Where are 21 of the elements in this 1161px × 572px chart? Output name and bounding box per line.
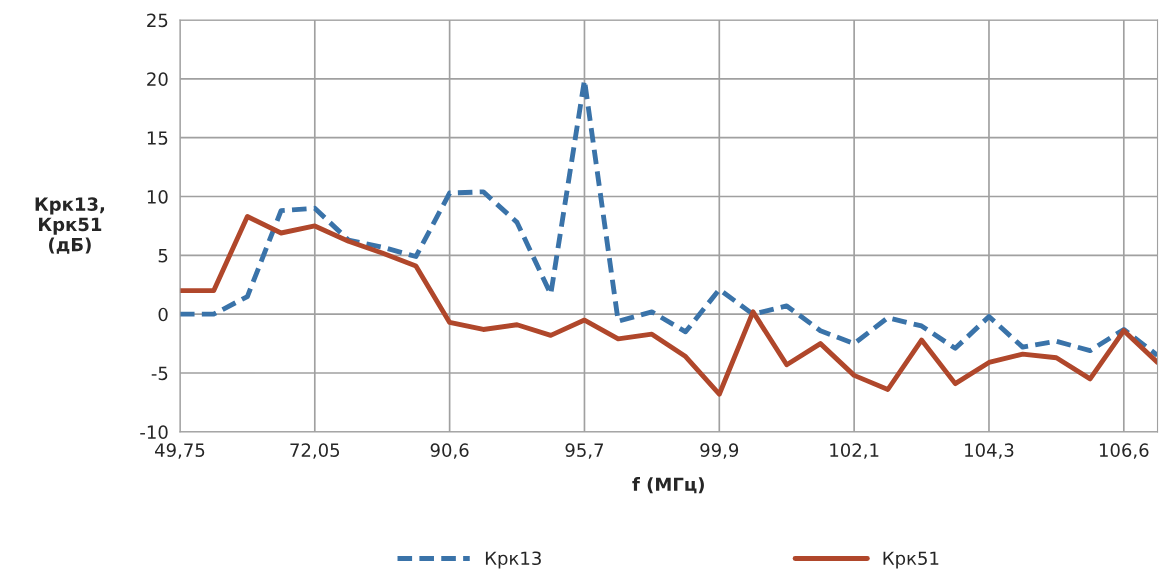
line-series [179, 214, 1158, 397]
y-tick-label: -5 [151, 366, 168, 381]
x-tick-label: 102,1 [830, 443, 879, 459]
y-axis-title: Крк13, Крк51 (дБ) [35, 197, 105, 254]
x-tick-label: 49,75 [154, 443, 205, 459]
legend-label: Крк51 [883, 551, 939, 569]
y-tick-label: 5 [158, 249, 168, 263]
y-tick-label: -10 [140, 425, 168, 439]
y-tick-label: 10 [147, 189, 168, 204]
legend-label: Крк13 [485, 551, 541, 569]
x-tick-label: 99,9 [700, 443, 739, 459]
y-tick-label: 15 [147, 131, 168, 145]
y-tick-label: 20 [147, 72, 168, 86]
x-tick-label: 90,6 [430, 443, 469, 459]
x-tick-label: 104,3 [965, 443, 1014, 459]
x-tick-label: 106,6 [1099, 443, 1149, 459]
x-axis-title: f (МГц) [632, 477, 704, 494]
y-tick-label: 25 [147, 13, 168, 28]
y-tick-label: 0 [158, 307, 168, 322]
x-tick-label: 95,7 [565, 443, 604, 459]
x-tick-label: 72,05 [290, 443, 340, 459]
